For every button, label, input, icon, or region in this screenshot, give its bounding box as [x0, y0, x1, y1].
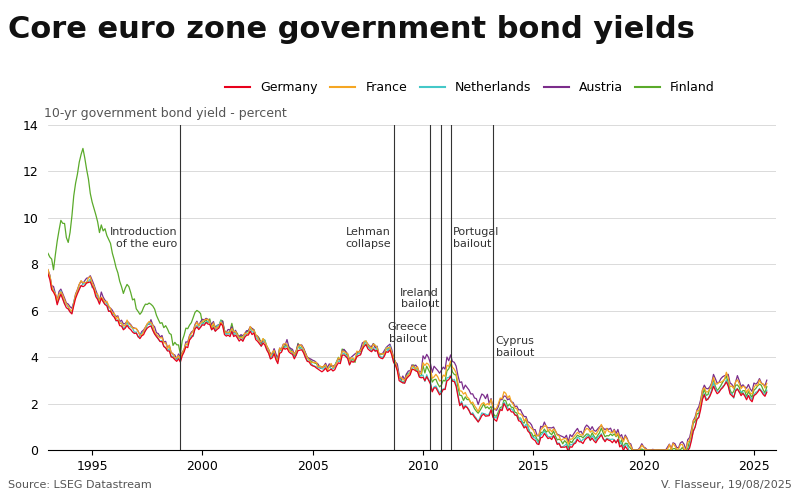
- Netherlands: [655, 460, 665, 466]
- France: [628, 447, 638, 453]
- Germany: [471, 416, 481, 422]
- Austria: [624, 440, 634, 446]
- Line: Germany: Germany: [48, 274, 767, 465]
- Finland: [678, 444, 687, 450]
- Legend: Germany, France, Netherlands, Austria, Finland: Germany, France, Netherlands, Austria, F…: [221, 76, 720, 99]
- France: [477, 400, 486, 406]
- Netherlands: [624, 448, 634, 454]
- Netherlands: [477, 410, 486, 416]
- Germany: [43, 271, 53, 277]
- France: [471, 406, 481, 411]
- Text: Cyprus
bailout: Cyprus bailout: [496, 336, 534, 358]
- France: [617, 435, 626, 441]
- Finland: [730, 382, 740, 388]
- Netherlands: [762, 388, 772, 394]
- Finland: [628, 447, 638, 453]
- Line: Netherlands: Netherlands: [48, 274, 767, 463]
- France: [676, 442, 686, 448]
- Text: Greece
bailout: Greece bailout: [388, 322, 427, 344]
- Germany: [617, 442, 626, 448]
- Austria: [477, 391, 486, 397]
- Finland: [43, 250, 53, 256]
- Netherlands: [676, 449, 686, 455]
- Line: Austria: Austria: [48, 270, 767, 450]
- Austria: [729, 384, 738, 390]
- Text: Introduction
of the euro: Introduction of the euro: [110, 227, 177, 248]
- Finland: [626, 446, 635, 452]
- Netherlands: [43, 271, 53, 277]
- Text: Core euro zone government bond yields: Core euro zone government bond yields: [8, 15, 695, 44]
- Austria: [617, 432, 626, 438]
- Austria: [471, 396, 481, 402]
- Germany: [655, 462, 665, 468]
- Germany: [729, 394, 738, 400]
- Netherlands: [729, 395, 738, 401]
- Finland: [474, 410, 483, 416]
- Netherlands: [617, 442, 626, 448]
- Line: France: France: [48, 270, 767, 450]
- Germany: [624, 449, 634, 455]
- Austria: [676, 440, 686, 446]
- Text: Lehman
collapse: Lehman collapse: [346, 227, 391, 248]
- Line: Finland: Finland: [48, 148, 767, 450]
- Germany: [477, 412, 486, 418]
- France: [43, 266, 53, 272]
- Finland: [762, 384, 772, 390]
- Finland: [618, 444, 628, 450]
- France: [762, 380, 772, 386]
- Text: V. Flasseur, 19/08/2025: V. Flasseur, 19/08/2025: [661, 480, 792, 490]
- Netherlands: [471, 416, 481, 422]
- Austria: [43, 267, 53, 273]
- Text: Portugal
bailout: Portugal bailout: [454, 227, 500, 248]
- Finland: [479, 401, 489, 407]
- Germany: [762, 389, 772, 395]
- Text: 10-yr government bond yield - percent: 10-yr government bond yield - percent: [44, 108, 286, 120]
- Austria: [630, 447, 639, 453]
- Text: Source: LSEG Datastream: Source: LSEG Datastream: [8, 480, 152, 490]
- France: [624, 440, 634, 446]
- Austria: [762, 377, 772, 383]
- Text: Ireland
bailout: Ireland bailout: [400, 288, 439, 309]
- Finland: [78, 146, 88, 152]
- Germany: [676, 451, 686, 457]
- France: [729, 386, 738, 392]
